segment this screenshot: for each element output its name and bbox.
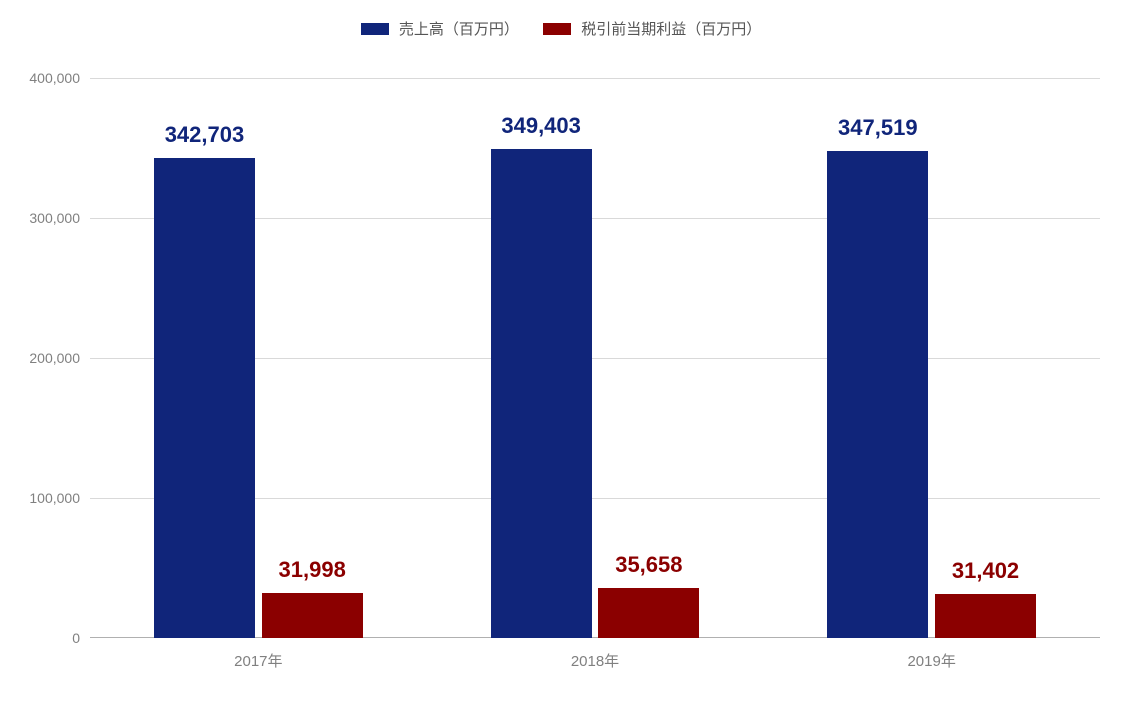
data-label-series-1: 31,402 (952, 558, 1019, 584)
bar-series-1 (935, 594, 1036, 638)
legend-item-series-1: 税引前当期利益（百万円） (543, 18, 761, 39)
legend: 売上高（百万円） 税引前当期利益（百万円） (0, 18, 1122, 39)
data-label-series-1: 31,998 (279, 557, 346, 583)
plot-area: 0100,000200,000300,000400,0002017年342,70… (90, 78, 1100, 638)
y-tick-label: 300,000 (10, 210, 90, 226)
data-label-series-0: 342,703 (165, 122, 245, 148)
gridline (90, 78, 1100, 79)
legend-label-1: 税引前当期利益（百万円） (581, 21, 761, 38)
y-tick-label: 0 (10, 630, 90, 646)
data-label-series-0: 349,403 (501, 113, 581, 139)
x-tick-label: 2018年 (571, 638, 619, 671)
x-tick-label: 2017年 (234, 638, 282, 671)
bar-series-1 (262, 593, 363, 638)
legend-swatch-0 (361, 23, 389, 35)
bar-series-0 (827, 151, 928, 638)
data-label-series-0: 347,519 (838, 115, 918, 141)
legend-label-0: 売上高（百万円） (399, 21, 519, 38)
bar-series-0 (491, 149, 592, 638)
chart-container: 売上高（百万円） 税引前当期利益（百万円） 0100,000200,000300… (0, 0, 1122, 703)
legend-item-series-0: 売上高（百万円） (361, 18, 519, 39)
bar-series-1 (598, 588, 699, 638)
y-tick-label: 100,000 (10, 490, 90, 506)
y-tick-label: 200,000 (10, 350, 90, 366)
bar-series-0 (154, 158, 255, 638)
data-label-series-1: 35,658 (615, 552, 682, 578)
y-tick-label: 400,000 (10, 70, 90, 86)
legend-swatch-1 (543, 23, 571, 35)
x-tick-label: 2019年 (907, 638, 955, 671)
